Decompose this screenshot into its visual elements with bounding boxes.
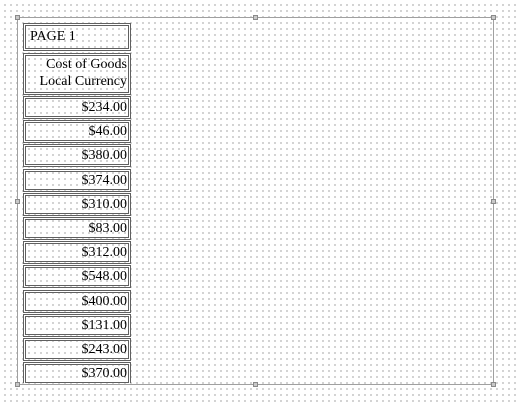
value-text: $243.00 (25, 340, 129, 359)
value-text: $400.00 (25, 292, 129, 311)
value-text: $234.00 (25, 98, 129, 117)
report-column: PAGE 1 Cost of Goods Local Currency $234… (23, 23, 131, 383)
value-cell[interactable]: $131.00 (23, 314, 131, 337)
value-cell[interactable]: $243.00 (23, 338, 131, 361)
value-cell[interactable]: $370.00 (23, 362, 131, 383)
value-cell[interactable]: $310.00 (23, 193, 131, 216)
resize-handle-middle-left[interactable] (15, 199, 20, 204)
resize-handle-bottom-center[interactable] (253, 382, 258, 387)
value-text: $310.00 (25, 195, 129, 214)
resize-handle-top-left[interactable] (15, 15, 20, 20)
value-text: $380.00 (25, 146, 129, 165)
column-header-line2: Local Currency (39, 74, 127, 89)
resize-handle-top-right[interactable] (491, 15, 496, 20)
resize-handle-top-center[interactable] (253, 15, 258, 20)
value-cell[interactable]: $312.00 (23, 241, 131, 264)
page-label: PAGE 1 (25, 25, 129, 49)
value-cell[interactable]: $548.00 (23, 265, 131, 288)
value-cell[interactable]: $46.00 (23, 120, 131, 143)
column-header-line1: Cost of Goods (46, 57, 127, 72)
column-header: Cost of Goods Local Currency (25, 55, 129, 93)
column-header-cell[interactable]: Cost of Goods Local Currency (23, 53, 131, 95)
value-cell[interactable]: $400.00 (23, 290, 131, 313)
value-text: $370.00 (25, 364, 129, 383)
value-cell[interactable]: $380.00 (23, 144, 131, 167)
resize-handle-middle-right[interactable] (491, 199, 496, 204)
value-text: $131.00 (25, 316, 129, 335)
value-cell[interactable]: $374.00 (23, 169, 131, 192)
value-cell[interactable]: $83.00 (23, 217, 131, 240)
resize-handle-bottom-right[interactable] (491, 382, 496, 387)
value-text: $83.00 (25, 219, 129, 238)
resize-handle-bottom-left[interactable] (15, 382, 20, 387)
value-text: $374.00 (25, 171, 129, 190)
page-label-cell[interactable]: PAGE 1 (23, 23, 131, 51)
value-text: $548.00 (25, 267, 129, 286)
value-text: $46.00 (25, 122, 129, 141)
value-text: $312.00 (25, 243, 129, 262)
value-cell[interactable]: $234.00 (23, 96, 131, 119)
